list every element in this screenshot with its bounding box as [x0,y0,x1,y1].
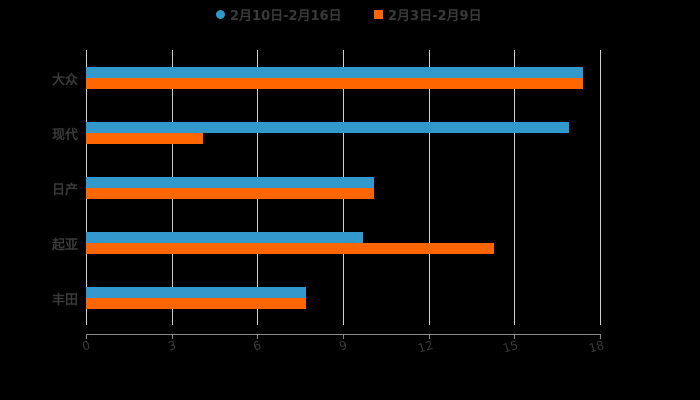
gridline [514,50,515,325]
bar-week2[interactable] [86,121,569,133]
bar-week1[interactable] [86,77,583,89]
bar-week1[interactable] [86,187,374,199]
y-category-label: 日产 [51,182,78,198]
legend-swatch-orange [374,9,383,19]
gridline [429,50,430,325]
x-tick [172,334,173,339]
x-tick [86,334,87,339]
x-tick-label: 18 [587,338,606,356]
bar-week2[interactable] [86,286,306,298]
x-tick [343,334,344,339]
y-category-label: 现代 [51,127,78,143]
x-tick [257,334,258,339]
x-tick [600,334,601,339]
gridline [600,50,601,325]
bar-week2[interactable] [86,231,363,243]
bar-week2[interactable] [86,66,583,78]
legend-item-week2[interactable]: 2月10日-2月16日 [216,4,342,24]
x-tick [514,334,515,339]
legend-label: 2月10日-2月16日 [230,8,342,24]
x-tick-label: 9 [337,338,349,354]
legend-label: 2月3日-2月9日 [388,8,482,24]
y-category-label: 起亚 [51,237,78,253]
y-category-label: 丰田 [51,292,78,308]
x-tick-label: 15 [501,338,520,356]
bar-week2[interactable] [86,176,374,188]
x-tick-label: 3 [166,338,178,354]
bar-week1[interactable] [86,297,306,309]
x-tick-label: 0 [80,338,92,354]
y-category-label: 大众 [51,72,78,88]
chart-legend: 2月10日-2月16日 2月3日-2月9日 [0,4,700,24]
bar-week1[interactable] [86,242,494,254]
x-tick-label: 12 [416,338,435,356]
legend-swatch-blue [216,9,225,19]
legend-item-week1[interactable]: 2月3日-2月9日 [374,4,482,24]
x-tick [429,334,430,339]
bar-week1[interactable] [86,132,203,144]
x-tick-label: 6 [251,338,263,354]
